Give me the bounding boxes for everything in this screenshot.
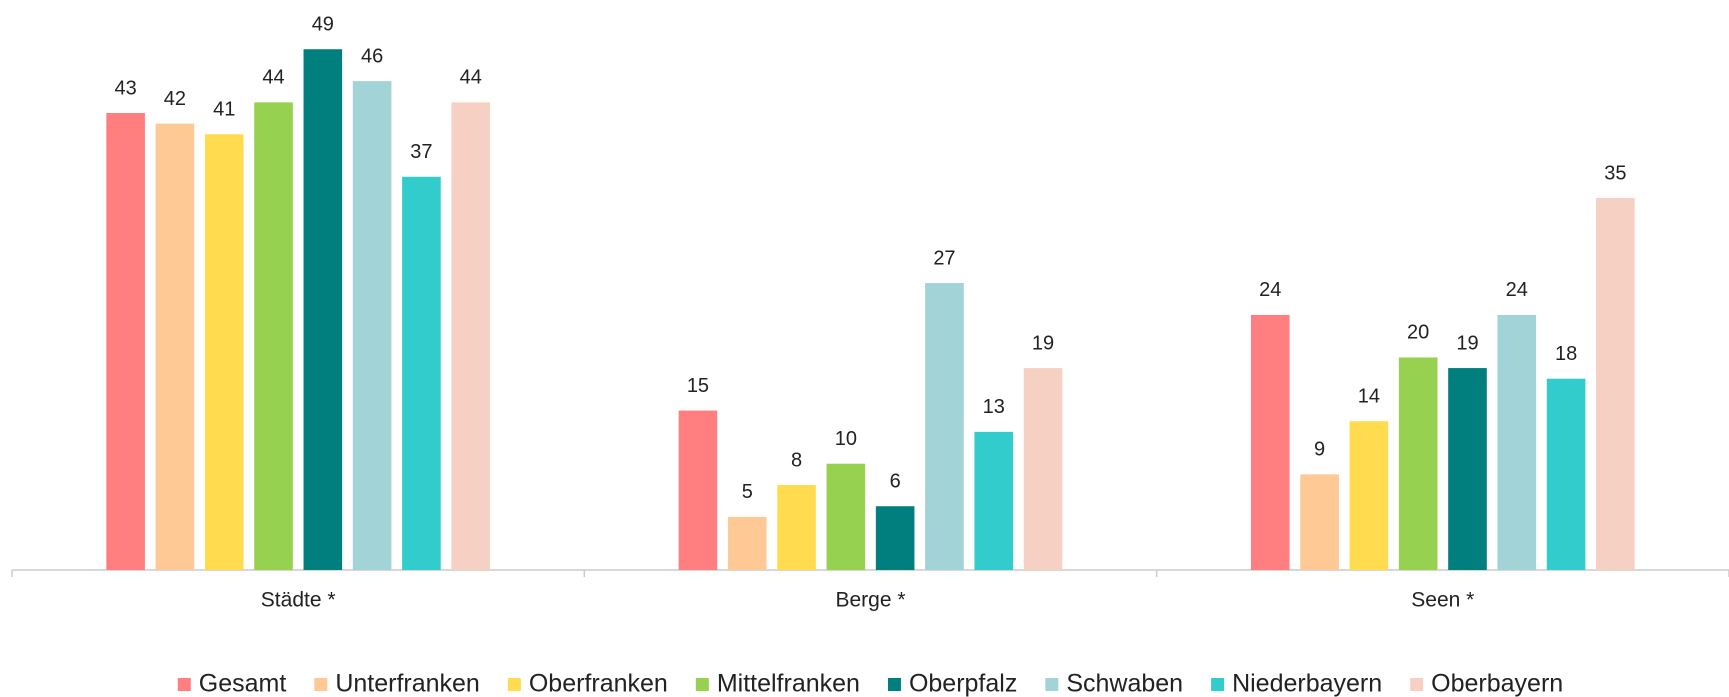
value-label: 35 — [1604, 162, 1626, 184]
bar — [925, 283, 964, 570]
legend-label: Niederbayern — [1232, 670, 1382, 697]
legend-swatch — [695, 678, 709, 691]
bar — [1596, 198, 1635, 570]
value-label: 19 — [1456, 332, 1478, 354]
value-label: 44 — [262, 67, 284, 89]
legend-label: Unterfranken — [335, 670, 480, 697]
bar — [1497, 314, 1537, 570]
legend-swatch — [314, 678, 328, 691]
bar — [106, 112, 145, 570]
value-label: 13 — [983, 396, 1005, 418]
value-label: 5 — [742, 481, 753, 503]
legend-label: Gesamt — [199, 670, 287, 697]
bar — [727, 516, 767, 570]
legend-label: Oberfranken — [529, 670, 668, 697]
value-label: 20 — [1407, 322, 1429, 344]
legend-label: Schwaben — [1066, 670, 1183, 697]
value-label: 24 — [1506, 279, 1528, 301]
value-label: 37 — [410, 141, 432, 163]
value-label: 49 — [312, 14, 334, 36]
bar — [826, 463, 866, 570]
legend-label: Oberpfalz — [909, 670, 1017, 697]
value-label: 24 — [1259, 279, 1281, 301]
value-label: 44 — [460, 67, 482, 89]
legend-label: Oberbayern — [1431, 670, 1563, 697]
legend-swatch — [1410, 678, 1424, 691]
bar — [1023, 368, 1063, 570]
bar — [254, 102, 293, 571]
legend-swatch — [177, 678, 191, 691]
bar — [1448, 368, 1487, 570]
x-tick-label: Berge * — [835, 589, 905, 612]
legend-swatch — [507, 678, 521, 691]
bar — [777, 484, 816, 570]
value-label: 9 — [1314, 439, 1325, 461]
bar — [1250, 314, 1290, 570]
bar — [678, 410, 718, 570]
bar — [352, 81, 392, 570]
bar — [1349, 421, 1389, 570]
bar — [155, 123, 195, 571]
legend-swatch — [1211, 678, 1225, 691]
x-tick-label: Seen * — [1411, 589, 1474, 612]
bar — [402, 176, 441, 570]
value-label: 41 — [213, 99, 235, 121]
bar — [204, 134, 244, 570]
value-label: 27 — [933, 247, 955, 269]
legend-label: Mittelfranken — [717, 670, 860, 697]
value-label: 18 — [1555, 343, 1577, 365]
legend-swatch — [1045, 678, 1059, 691]
legend-swatch — [887, 678, 901, 691]
value-label: 15 — [687, 375, 709, 397]
value-label: 46 — [361, 45, 383, 67]
bar — [1300, 474, 1339, 570]
value-label: 14 — [1358, 385, 1380, 407]
value-label: 42 — [164, 88, 186, 110]
bar — [1398, 357, 1438, 570]
bar — [974, 431, 1014, 570]
value-label: 19 — [1032, 332, 1054, 354]
x-tick-label: Städte * — [261, 589, 336, 612]
bar — [451, 102, 491, 571]
value-label: 10 — [835, 428, 857, 450]
value-label: 6 — [890, 471, 901, 493]
value-label: 8 — [791, 449, 802, 471]
bar — [1546, 378, 1586, 570]
value-label: 43 — [114, 77, 136, 99]
bar — [303, 49, 343, 570]
bar — [875, 506, 915, 570]
